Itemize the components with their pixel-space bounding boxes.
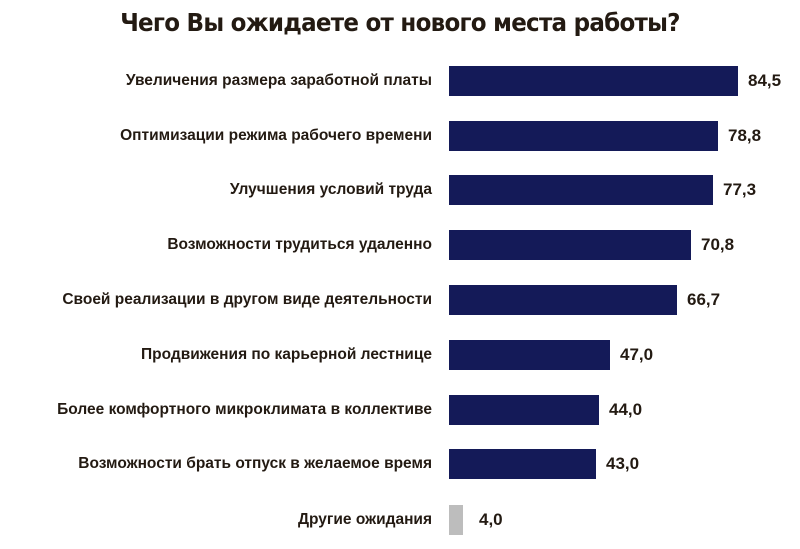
bar-row: Своей реализации в другом виде деятельно… <box>0 285 800 315</box>
bar-row: Улучшения условий труда 77,3 <box>0 175 800 205</box>
value-label: 78,8 <box>728 126 762 145</box>
category-label: Улучшения условий труда <box>229 181 432 198</box>
bar <box>449 66 738 96</box>
bar <box>449 449 596 479</box>
value-label: 66,7 <box>687 290 721 309</box>
chart-title: Чего Вы ожидаете от нового места работы? <box>120 8 680 37</box>
value-label: 4,0 <box>479 510 503 529</box>
bar <box>449 395 599 425</box>
category-label: Оптимизации режима рабочего времени <box>120 127 432 144</box>
bar <box>449 230 691 260</box>
bar-row: Другие ожидания 4,0 <box>0 505 800 535</box>
category-label: Своей реализации в другом виде деятельно… <box>62 291 432 308</box>
bar-row: Возможности брать отпуск в желаемое врем… <box>0 449 800 479</box>
bar <box>449 505 463 535</box>
bar <box>449 121 718 151</box>
bar <box>449 175 713 205</box>
bar-row: Увеличения размера заработной платы 84,5 <box>0 66 800 96</box>
category-label: Более комфортного микроклимата в коллект… <box>57 401 432 418</box>
category-label: Возможности трудиться удаленно <box>167 236 432 253</box>
value-label: 47,0 <box>620 345 654 364</box>
bar-row: Продвижения по карьерной лестнице 47,0 <box>0 340 800 370</box>
value-label: 77,3 <box>723 180 757 199</box>
bar-row: Более комфортного микроклимата в коллект… <box>0 395 800 425</box>
category-label: Увеличения размера заработной платы <box>125 72 432 89</box>
category-label: Возможности брать отпуск в желаемое врем… <box>78 455 432 472</box>
value-label: 43,0 <box>606 454 640 473</box>
category-label: Другие ожидания <box>297 511 432 528</box>
value-label: 70,8 <box>701 235 735 254</box>
value-label: 84,5 <box>748 71 782 90</box>
bar-row: Оптимизации режима рабочего времени 78,8 <box>0 121 800 151</box>
bar <box>449 340 610 370</box>
value-label: 44,0 <box>609 400 643 419</box>
category-label: Продвижения по карьерной лестнице <box>141 346 432 363</box>
bar-row: Возможности трудиться удаленно 70,8 <box>0 230 800 260</box>
bar <box>449 285 677 315</box>
